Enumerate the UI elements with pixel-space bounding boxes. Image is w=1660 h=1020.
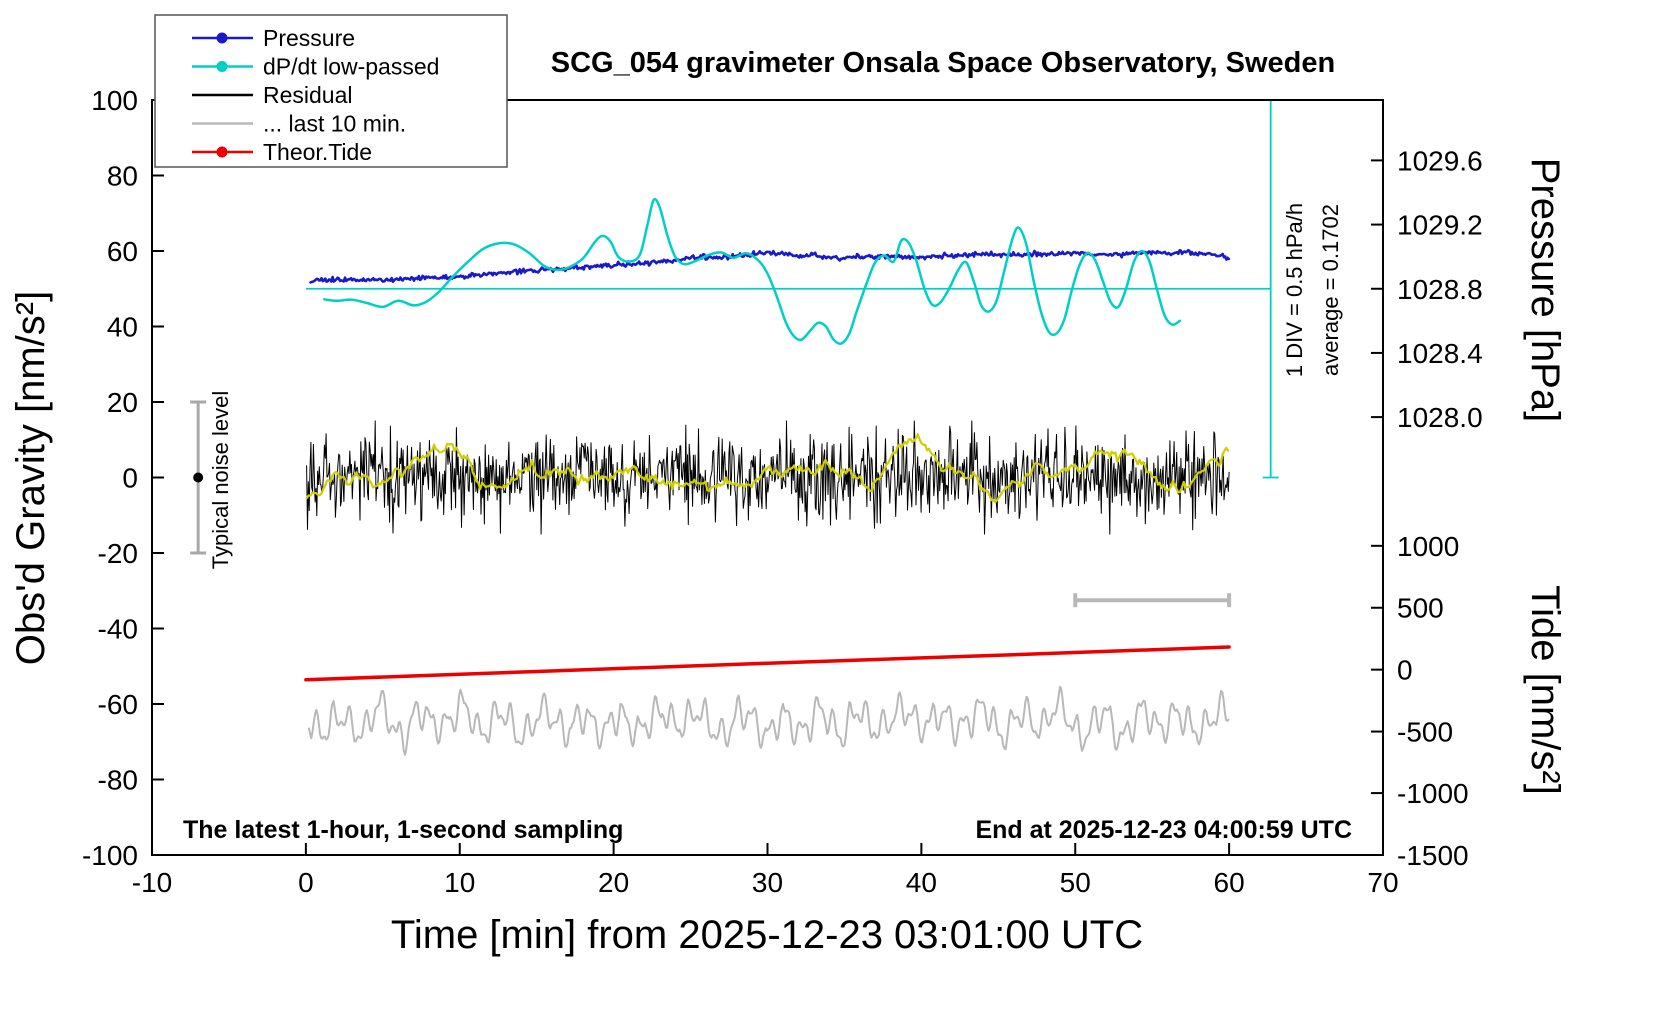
noise-level-annotation: Typical noise level (208, 391, 233, 570)
pressure-tick-label: 1029.6 (1397, 145, 1483, 176)
legend-marker-theortide (216, 146, 228, 158)
pressure-axis-label: Pressure [hPa] (1523, 158, 1567, 423)
x-tick-label: 60 (1214, 867, 1245, 898)
legend-label-residual: Residual (263, 82, 353, 108)
markers-layer (190, 400, 1232, 608)
pressure-tick-label: 1028.8 (1397, 274, 1483, 305)
series-residual (306, 420, 1230, 535)
y-tick-label: 80 (107, 161, 138, 192)
y-tick-label: 0 (122, 463, 138, 494)
tick-layer: -10 0 10 20 30 40 50 60 70-100-80-60-40-20020406… (82, 85, 1483, 898)
legend-box (154, 14, 508, 168)
series-residual-low-passed (305, 433, 1230, 504)
pressure-tick-label: 1028.4 (1397, 338, 1483, 369)
x-axis-label: Time [min] from 2025-12-23 03:01:00 UTC (391, 913, 1143, 957)
series-layer (304, 197, 1231, 756)
legend-label-dpdt: dP/dt low-passed (263, 54, 439, 80)
x-tick-label: -10 (132, 867, 172, 898)
y-tick-label: -20 (98, 538, 138, 569)
y-tick-label: 100 (91, 85, 138, 116)
tide-tick-label: 0 (1397, 655, 1413, 686)
end-time-note: End at 2025-12-23 04:00:59 UTC (975, 816, 1352, 844)
y-tick-label: 40 (107, 312, 138, 343)
x-tick-label: 20 (598, 867, 629, 898)
tide-tick-label: 1000 (1397, 531, 1459, 562)
legend-label-last10min: ... last 10 min. (263, 111, 406, 137)
x-tick-label: 70 (1367, 867, 1398, 898)
plot-border (151, 99, 1384, 856)
tide-tick-label: -1000 (1397, 778, 1469, 809)
x-tick-label: 40 (906, 867, 937, 898)
y-tick-label: -100 (82, 840, 138, 871)
legend: Pressure dP/dt low-passed Residual ... l… (154, 14, 508, 168)
series-dp-dt-low-passed (323, 197, 1182, 345)
y-tick-label: -80 (98, 765, 138, 796)
legend-label-pressure: Pressure (263, 25, 355, 51)
x-tick-label: 10 (444, 867, 475, 898)
y-tick-label: -60 (98, 689, 138, 720)
tide-tick-label: 500 (1397, 593, 1444, 624)
x-tick-label: 0 (298, 867, 314, 898)
series-pressure (309, 248, 1231, 284)
pressure-tick-label: 1029.2 (1397, 210, 1483, 241)
series-theor-tide (304, 645, 1231, 682)
y-tick-label: 20 (107, 387, 138, 418)
average-annotation: average = 0.1702 (1318, 204, 1343, 376)
tide-tick-label: -1500 (1397, 840, 1469, 871)
x-tick-label: 50 (1060, 867, 1091, 898)
x-tick-label: 30 (752, 867, 783, 898)
y-tick-label: -40 (98, 614, 138, 645)
noise-level-dot (193, 472, 204, 483)
y-tick-label: 60 (107, 236, 138, 267)
tide-tick-label: -500 (1397, 717, 1453, 748)
pressure-tick-label: 1028.0 (1397, 402, 1483, 433)
series-last-10-min (308, 685, 1230, 756)
legend-marker-pressure (216, 32, 228, 44)
left-axis-label: Obs'd Gravity [nm/s²] (9, 291, 53, 665)
div-scale-annotation: 1 DIV = 0.5 hPa/h (1282, 203, 1307, 377)
tide-axis-label: Tide [nm/s²] (1523, 585, 1567, 795)
sampling-note: The latest 1-hour, 1-second sampling (183, 816, 623, 844)
legend-marker-dpdt (216, 61, 228, 72)
chart-title: SCG_054 gravimeter Onsala Space Observat… (551, 47, 1335, 79)
legend-label-theortide: Theor.Tide (263, 139, 372, 165)
